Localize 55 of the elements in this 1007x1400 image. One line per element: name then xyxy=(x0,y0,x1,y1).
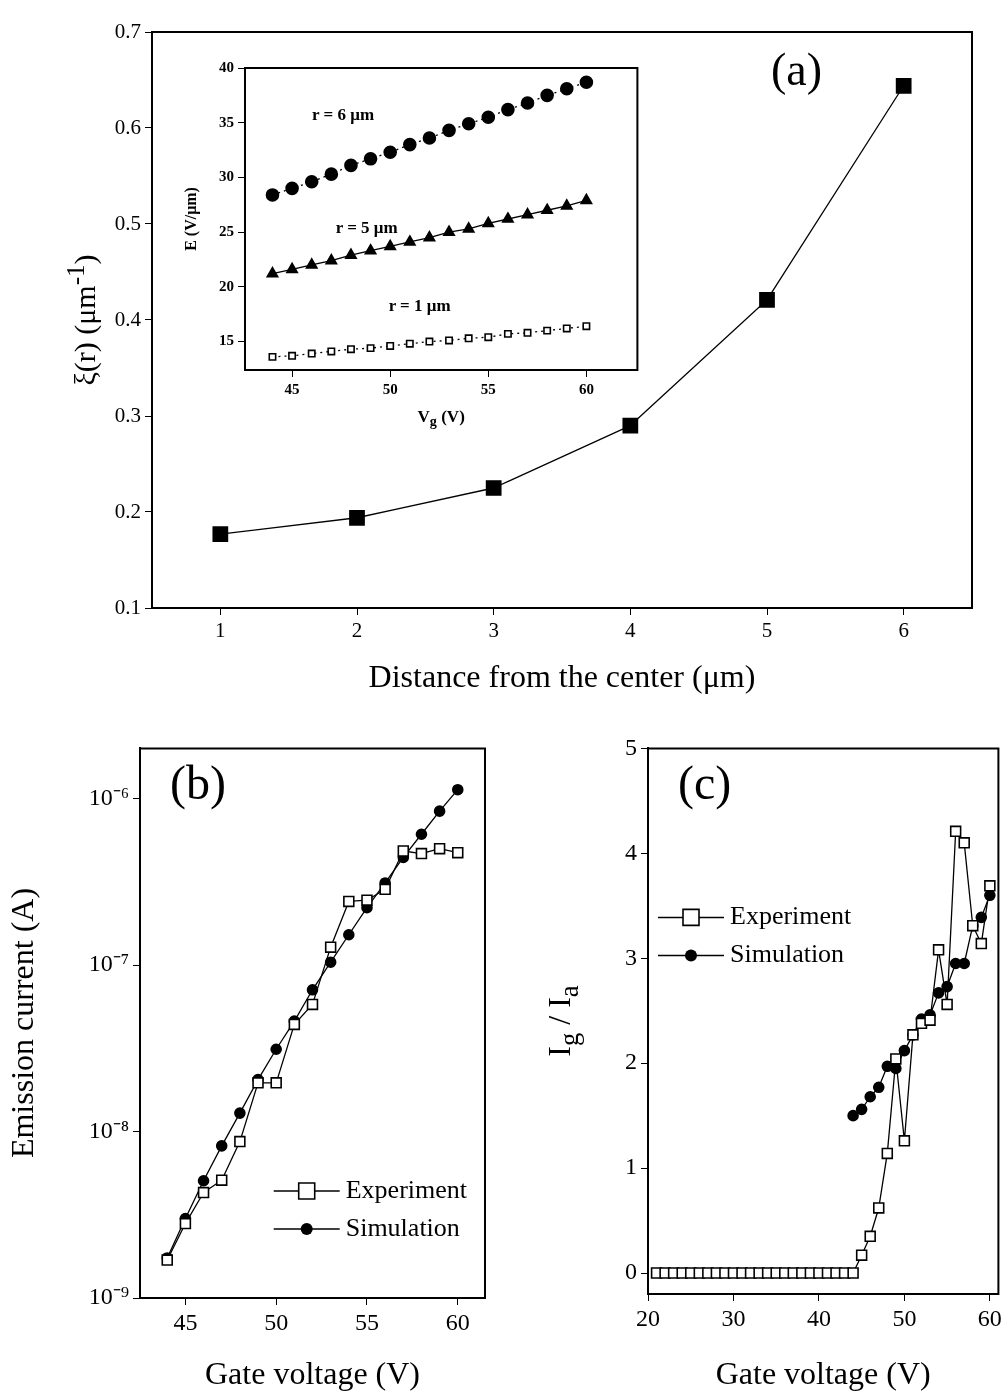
x-tick-label: 50 xyxy=(264,1308,289,1335)
y-tick-label: 2 xyxy=(625,1048,637,1075)
y-tick-label: 15 xyxy=(219,332,234,349)
series-label: r = 6 μm xyxy=(312,104,375,124)
x-axis-title: Gate voltage (V) xyxy=(204,1355,421,1392)
y-tick-label: 0.3 xyxy=(114,402,141,427)
x-tick-label: 55 xyxy=(354,1308,379,1335)
x-tick-label: 55 xyxy=(480,380,496,397)
y-tick-label: 35 xyxy=(219,113,234,130)
y-tick-label: 10⁻⁶ xyxy=(88,783,129,810)
x-tick-label: 60 xyxy=(977,1304,1002,1331)
x-tick-label: 45 xyxy=(173,1308,198,1335)
y-tick-label: 10⁻⁷ xyxy=(88,950,129,977)
y-tick-label: 3 xyxy=(625,943,637,970)
y-tick-label: 10⁻⁹ xyxy=(88,1283,129,1310)
x-tick-label: 60 xyxy=(578,380,594,397)
x-tick-label: 50 xyxy=(892,1304,917,1331)
chart-title: (a) xyxy=(770,44,822,96)
legend-label: Simulation xyxy=(730,939,845,969)
y-tick-label: 0.5 xyxy=(114,210,141,235)
y-tick-label: 20 xyxy=(219,277,234,294)
legend-label: Simulation xyxy=(345,1212,460,1242)
y-tick-label: 40 xyxy=(219,58,234,75)
y-tick-label: 10⁻⁸ xyxy=(88,1116,129,1143)
x-tick-label: 50 xyxy=(382,380,398,397)
x-axis-title: V$_{g}$ (V) xyxy=(417,407,465,431)
y-tick-label: 0.1 xyxy=(114,594,141,619)
y-tick-label: 0.4 xyxy=(114,306,142,331)
x-tick-label: 2 xyxy=(351,618,363,643)
x-tick-label: 30 xyxy=(721,1304,746,1331)
y-axis-title: Emission current (A) xyxy=(3,888,41,1159)
x-tick-label: 6 xyxy=(898,618,909,643)
y-tick-label: 1 xyxy=(625,1153,637,1180)
x-axis-title: Gate voltage (V) xyxy=(715,1355,931,1392)
x-tick-label: 40 xyxy=(806,1304,831,1331)
y-tick-label: 0.7 xyxy=(114,18,141,43)
legend-label: Experiment xyxy=(730,901,853,931)
x-tick-label: 60 xyxy=(445,1308,470,1335)
y-tick-label: 5 xyxy=(625,733,637,760)
x-tick-label: 45 xyxy=(284,380,300,397)
y-tick-label: 25 xyxy=(219,223,234,240)
chart-title: (b) xyxy=(170,756,226,811)
chart-title: (c) xyxy=(678,756,732,811)
legend-label: Experiment xyxy=(345,1174,468,1204)
y-tick-label: 4 xyxy=(625,838,637,865)
y-tick-label: 0 xyxy=(625,1258,637,1285)
series-label: r = 5 μm xyxy=(335,218,398,238)
y-tick-label: 0.2 xyxy=(114,498,141,523)
y-tick-label: 30 xyxy=(219,168,234,185)
x-axis-title: Distance from the center (μm) xyxy=(368,658,756,695)
y-tick-label: 0.6 xyxy=(114,114,141,139)
y-axis-title: E (V/μm) xyxy=(182,187,200,251)
series-label: r = 1 μm xyxy=(388,296,451,316)
x-tick-label: 5 xyxy=(761,618,773,643)
x-tick-label: 3 xyxy=(488,618,499,643)
